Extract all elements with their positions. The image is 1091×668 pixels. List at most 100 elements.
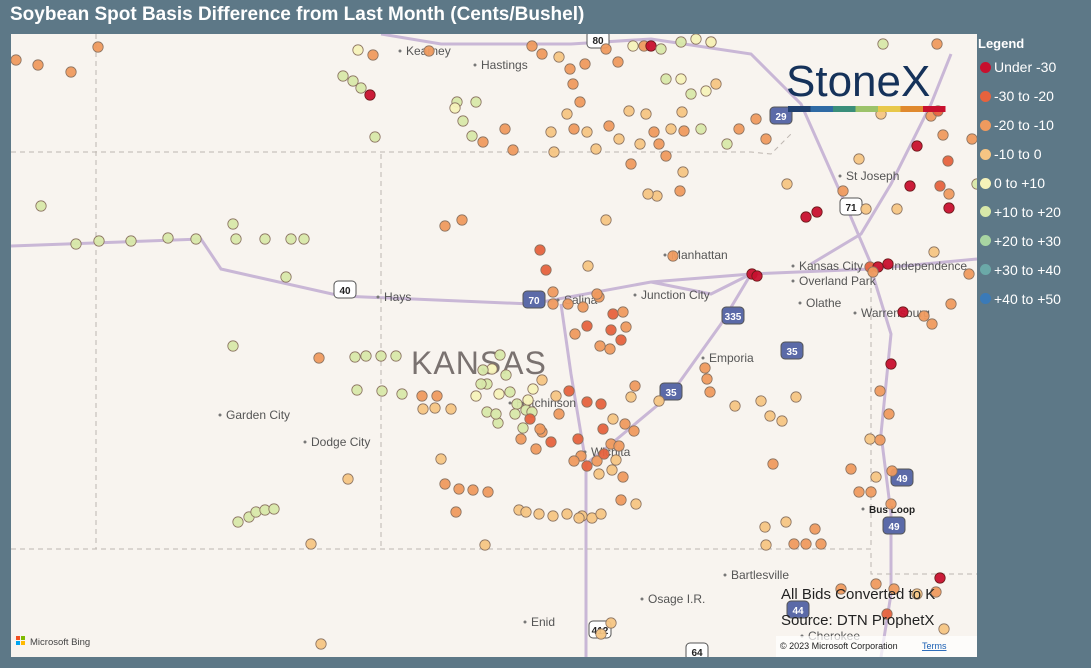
bid-marker bbox=[600, 214, 612, 226]
bid-marker bbox=[815, 538, 827, 550]
bid-marker bbox=[874, 434, 886, 446]
bid-marker bbox=[625, 391, 637, 403]
logo: StoneX bbox=[786, 57, 946, 112]
bid-marker bbox=[655, 43, 667, 55]
bid-marker bbox=[396, 388, 408, 400]
bid-marker bbox=[759, 521, 771, 533]
bid-marker bbox=[911, 140, 923, 152]
bid-marker bbox=[604, 343, 616, 355]
bid-marker bbox=[268, 503, 280, 515]
place-label: Garden City bbox=[226, 408, 290, 422]
bid-marker bbox=[674, 185, 686, 197]
bid-marker bbox=[615, 494, 627, 506]
bid-marker bbox=[423, 45, 435, 57]
legend-swatch bbox=[980, 264, 991, 276]
bid-marker bbox=[930, 586, 942, 598]
bid-marker bbox=[800, 211, 812, 223]
map: KearneyHastingsSt JosephManhattanKansas … bbox=[11, 34, 977, 657]
logo-stripe bbox=[923, 106, 946, 112]
bid-marker bbox=[883, 408, 895, 420]
bid-marker bbox=[313, 352, 325, 364]
shield-label: 29 bbox=[775, 112, 787, 123]
title: Soybean Spot Basis Difference from Last … bbox=[10, 4, 585, 25]
shield-label: 35 bbox=[786, 347, 798, 358]
bid-marker bbox=[467, 484, 479, 496]
bid-marker bbox=[530, 443, 542, 455]
bid-marker bbox=[615, 334, 627, 346]
bid-marker bbox=[591, 455, 603, 467]
highway-shield: 335 bbox=[721, 306, 745, 325]
bid-marker bbox=[612, 56, 624, 68]
bid-marker bbox=[536, 374, 548, 386]
bid-marker bbox=[651, 190, 663, 202]
bid-marker bbox=[860, 203, 872, 215]
bid-marker bbox=[934, 572, 946, 584]
bing-square bbox=[16, 641, 20, 645]
bid-marker bbox=[629, 380, 641, 392]
legend-label: +30 to +40 bbox=[994, 261, 1061, 278]
bid-marker bbox=[598, 448, 610, 460]
bid-marker bbox=[619, 418, 631, 430]
legend-label: -30 to -20 bbox=[994, 88, 1054, 105]
bid-marker bbox=[470, 96, 482, 108]
bid-marker bbox=[536, 48, 548, 60]
bid-marker bbox=[945, 298, 957, 310]
terms-link[interactable]: Terms bbox=[922, 641, 947, 651]
shield-label: 70 bbox=[528, 296, 540, 307]
bid-marker bbox=[800, 538, 812, 550]
bing-brand: Microsoft Bing bbox=[30, 637, 90, 648]
place-label: Kansas City bbox=[799, 259, 863, 273]
legend-item: +40 to +50 bbox=[978, 284, 1091, 313]
bid-marker bbox=[695, 123, 707, 135]
region-label: KANSAS bbox=[411, 345, 547, 381]
bid-marker bbox=[507, 144, 519, 156]
bid-marker bbox=[760, 133, 772, 145]
legend-label: +40 to +50 bbox=[994, 290, 1061, 307]
bid-marker bbox=[760, 539, 772, 551]
bid-marker bbox=[93, 235, 105, 247]
bid-marker bbox=[675, 73, 687, 85]
bid-marker bbox=[648, 126, 660, 138]
bid-marker bbox=[568, 123, 580, 135]
shield-label: 40 bbox=[339, 286, 351, 297]
bid-marker bbox=[886, 465, 898, 477]
bid-marker bbox=[594, 340, 606, 352]
bid-marker bbox=[882, 258, 894, 270]
bing-square bbox=[16, 636, 20, 640]
highway-shield: 40 bbox=[333, 280, 357, 299]
bing-square bbox=[21, 641, 25, 645]
legend-swatch bbox=[980, 119, 991, 131]
bid-marker bbox=[572, 433, 584, 445]
bid-marker bbox=[885, 498, 897, 510]
bid-marker bbox=[477, 364, 489, 376]
legend-label: -10 to 0 bbox=[994, 146, 1042, 163]
logo-stripe bbox=[855, 106, 878, 112]
place-dot bbox=[723, 573, 727, 577]
bid-marker bbox=[522, 394, 534, 406]
bid-marker bbox=[591, 288, 603, 300]
bid-marker bbox=[32, 59, 44, 71]
bid-marker bbox=[456, 214, 468, 226]
bid-marker bbox=[547, 298, 559, 310]
bid-marker bbox=[934, 180, 946, 192]
bid-marker bbox=[776, 415, 788, 427]
bid-marker bbox=[445, 403, 457, 415]
bid-marker bbox=[606, 464, 618, 476]
bid-marker bbox=[494, 349, 506, 361]
bid-marker bbox=[767, 458, 779, 470]
attribution-bg bbox=[776, 636, 977, 657]
bid-marker bbox=[553, 51, 565, 63]
bid-marker bbox=[230, 233, 242, 245]
bid-marker bbox=[369, 131, 381, 143]
place-label: Junction City bbox=[641, 288, 710, 302]
bid-marker bbox=[581, 460, 593, 472]
bid-marker bbox=[943, 202, 955, 214]
place-label: Osage I.R. bbox=[648, 592, 705, 606]
shield-label: 80 bbox=[592, 36, 604, 47]
legend-item: 0 to +10 bbox=[978, 169, 1091, 198]
bid-marker bbox=[581, 396, 593, 408]
bid-marker bbox=[280, 271, 292, 283]
highway-shield: 70 bbox=[522, 290, 546, 309]
bid-marker bbox=[685, 88, 697, 100]
